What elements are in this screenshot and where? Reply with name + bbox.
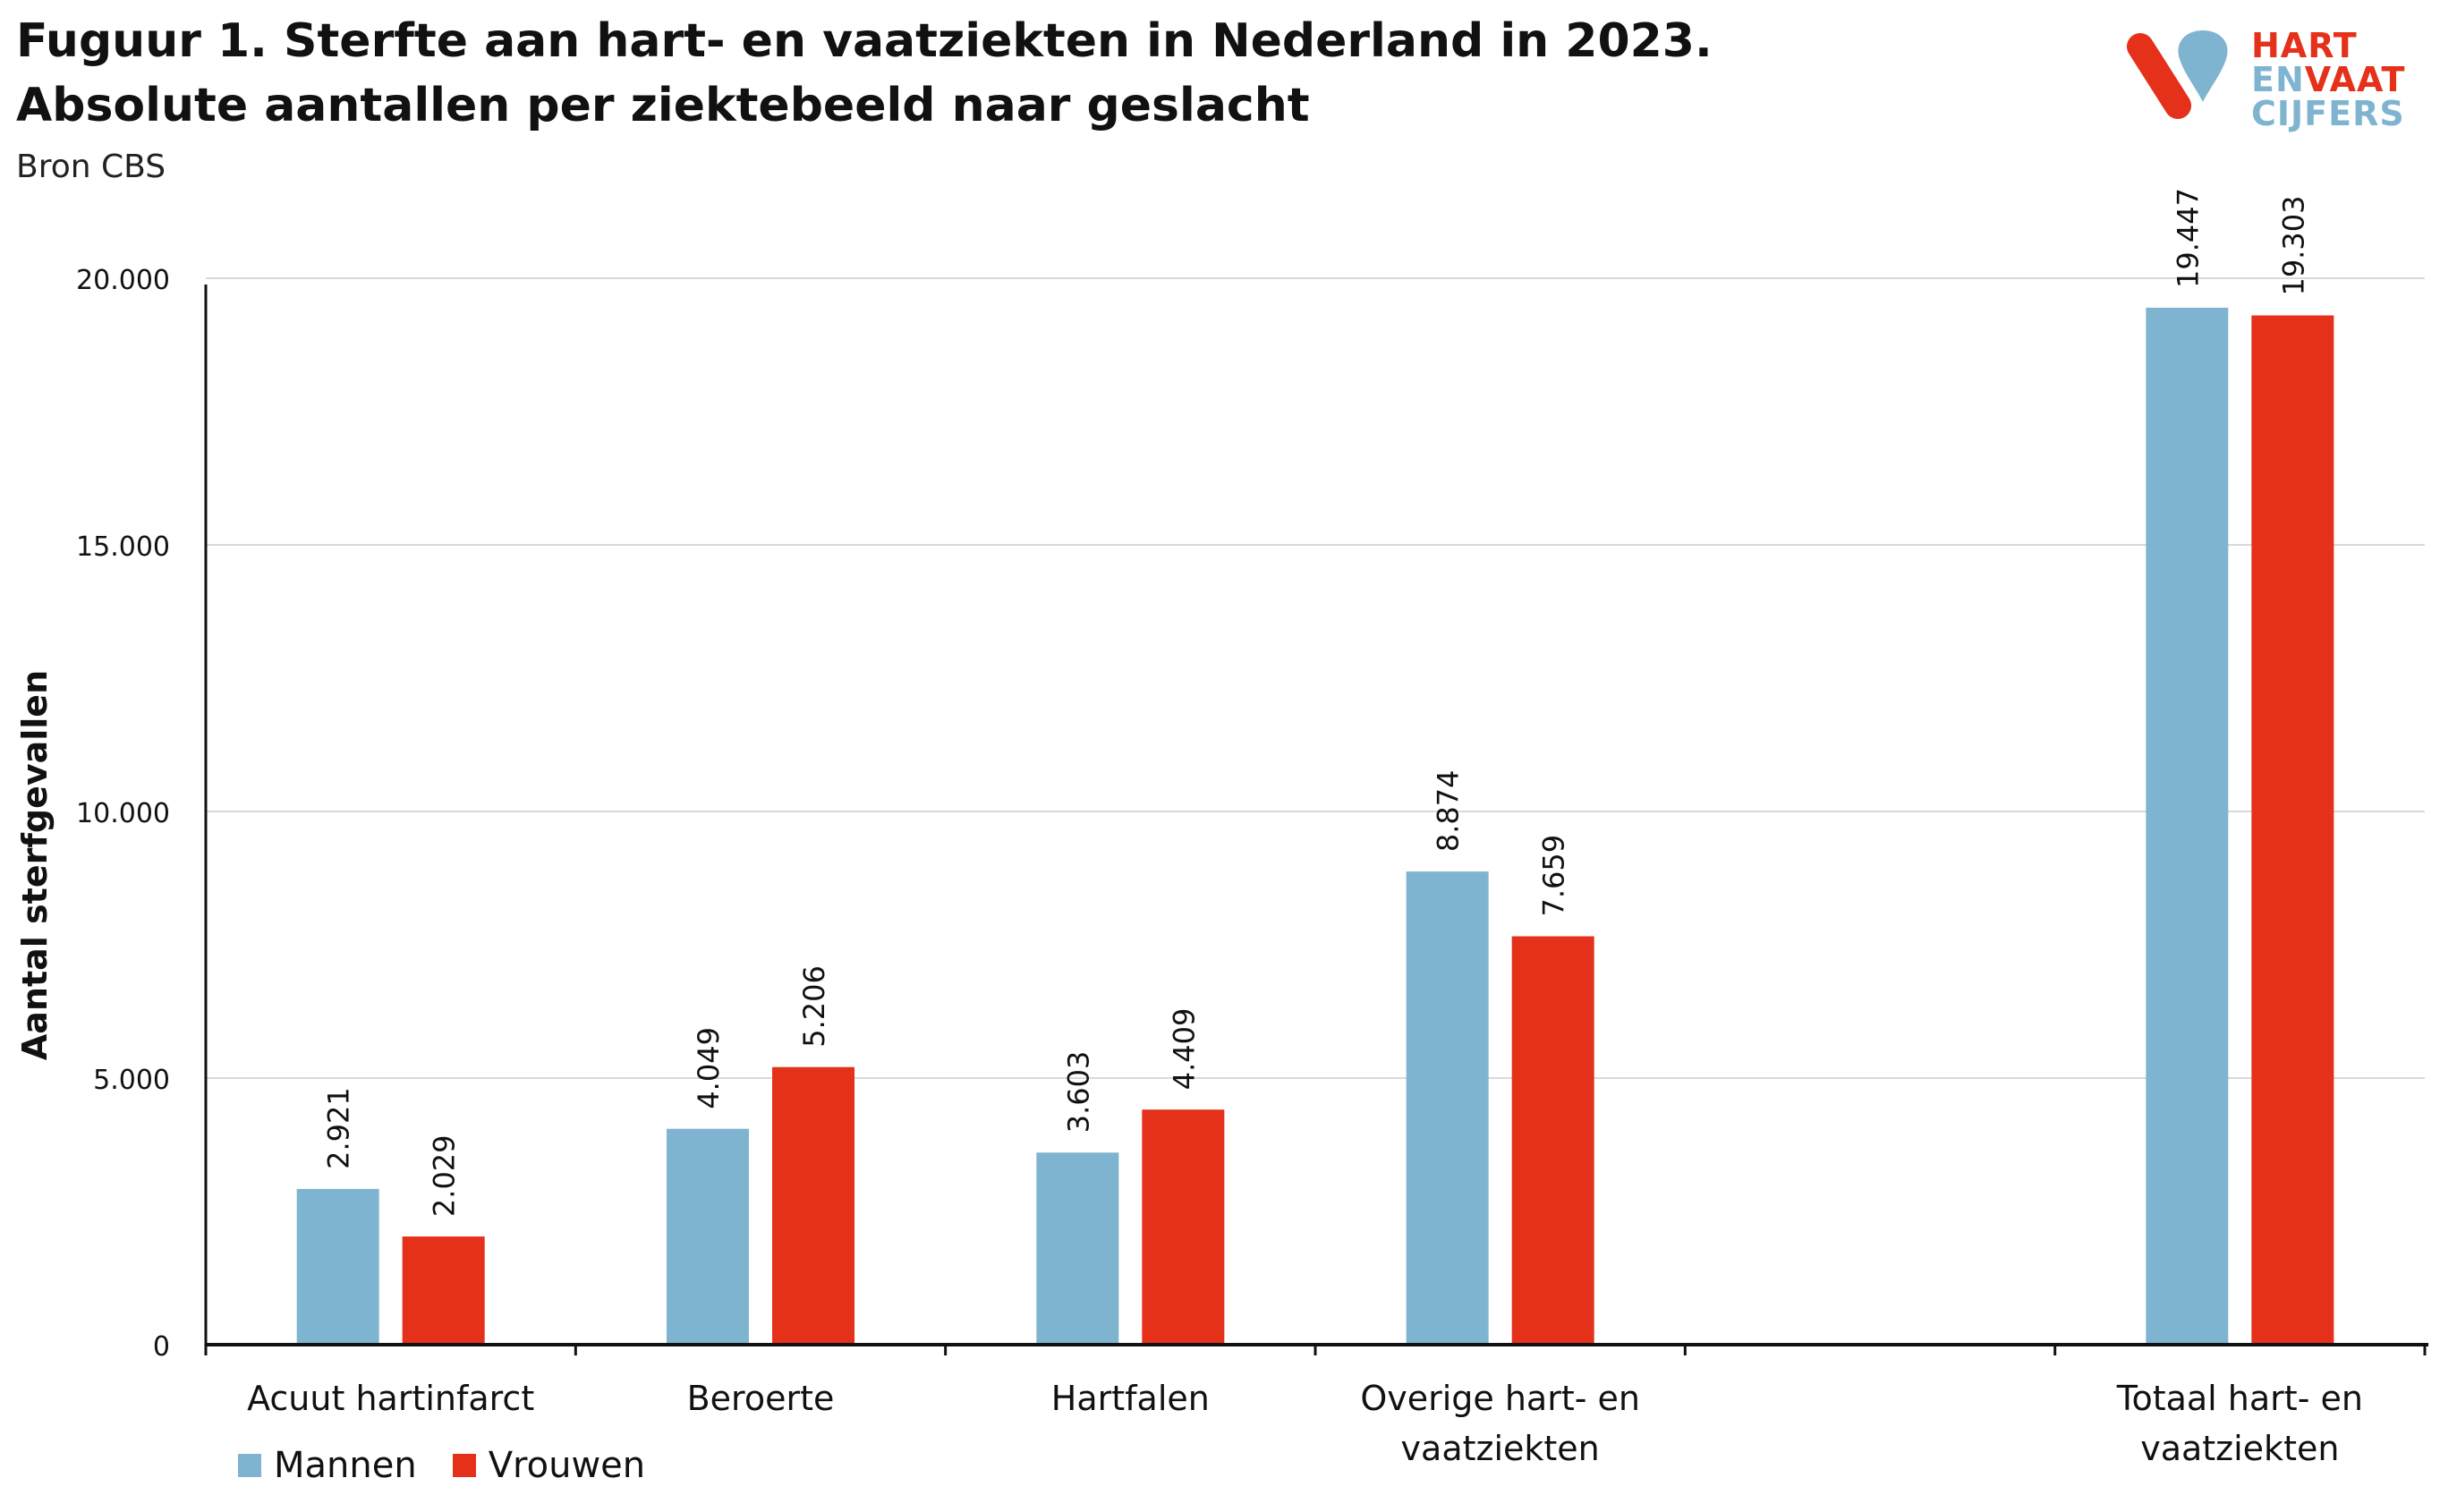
bar-mannen [2146, 307, 2229, 1346]
logo-text-vaat: VAAT [2304, 60, 2406, 99]
x-category-label: Overige hart- en [1360, 1379, 1640, 1418]
data-label-vrouwen: 2.029 [428, 1134, 462, 1217]
x-category-label: vaatziekten [2140, 1429, 2339, 1468]
bar-mannen [1036, 1152, 1119, 1345]
x-category-label: Hartfalen [1051, 1379, 1210, 1418]
y-tick-label: 10.000 [76, 798, 170, 829]
data-label-mannen: 3.603 [1061, 1051, 1095, 1134]
x-category-label: vaatziekten [1401, 1429, 1600, 1468]
data-label-mannen: 2.921 [322, 1087, 356, 1169]
data-label-vrouwen: 19.303 [2276, 196, 2310, 296]
legend-item-mannen: Mannen [238, 1445, 417, 1486]
bar-vrouwen [2251, 315, 2334, 1345]
y-tick-label: 0 [153, 1331, 170, 1363]
bar-vrouwen [1142, 1109, 1225, 1345]
logo-text-cijfers: CIJFERS [2251, 94, 2405, 133]
legend-swatch-mannen [238, 1454, 261, 1477]
legend-label-mannen: Mannen [274, 1445, 417, 1486]
logo-text-hart: HART [2251, 26, 2358, 65]
x-category-label: Beroerte [687, 1379, 835, 1418]
legend-label-vrouwen: Vrouwen [488, 1445, 646, 1486]
y-tick-label: 15.000 [76, 531, 170, 563]
bar-vrouwen [772, 1066, 854, 1345]
y-tick-label: 5.000 [93, 1065, 170, 1096]
legend-swatch-vrouwen [452, 1454, 476, 1477]
legend-item-vrouwen: Vrouwen [452, 1445, 646, 1486]
chart-title: Fuguur 1. Sterfte aan hart- en vaatziekt… [16, 14, 1713, 132]
source-note: Bron CBS [16, 149, 166, 185]
hart-en-vaat-cijfers-logo: HART ENVAAT CIJFERS [2121, 23, 2416, 131]
data-label-vrouwen: 5.206 [797, 965, 831, 1048]
y-axis-title: Aantal sterfgevallen [15, 670, 55, 1060]
bar-vrouwen [402, 1236, 485, 1345]
chart-legend: Mannen Vrouwen [238, 1445, 681, 1486]
bar-mannen [667, 1128, 749, 1345]
logo-text-en: EN [2251, 60, 2305, 99]
y-tick-label: 20.000 [76, 265, 170, 296]
x-category-label: Totaal hart- en [2116, 1379, 2363, 1418]
bar-vrouwen [1511, 936, 1594, 1345]
data-label-mannen: 8.874 [1432, 770, 1466, 853]
data-label-mannen: 19.447 [2171, 188, 2205, 288]
bar-mannen [1406, 871, 1489, 1345]
data-label-vrouwen: 7.659 [1537, 835, 1571, 917]
logo-text-en-vaat: ENVAAT [2251, 63, 2405, 97]
x-category-label: Acuut hartinfarct [247, 1379, 534, 1418]
bar-mannen [296, 1188, 379, 1345]
data-label-vrouwen: 4.409 [1167, 1008, 1201, 1091]
data-label-mannen: 4.049 [692, 1027, 726, 1109]
logo-mark-icon [2127, 30, 2228, 119]
